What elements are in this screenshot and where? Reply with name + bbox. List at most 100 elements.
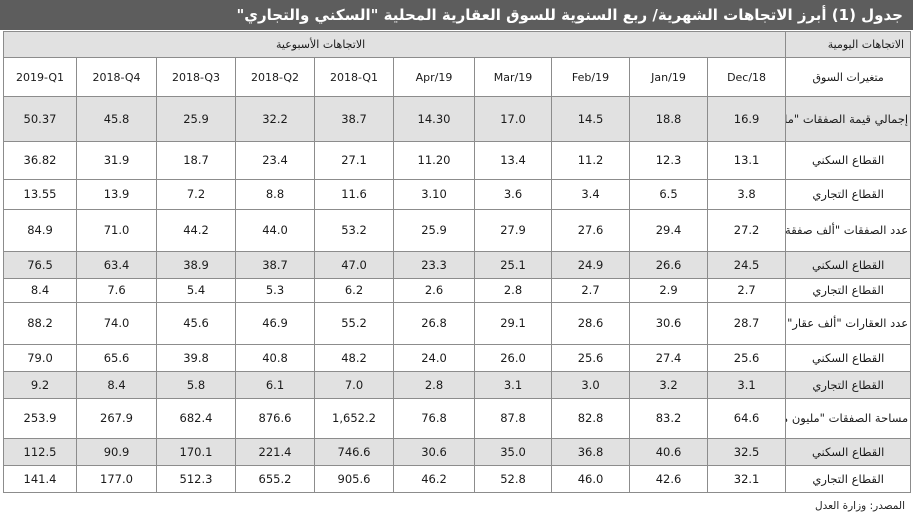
header-row-columns: 2019-Q1 2018-Q4 2018-Q3 2018-Q2 2018-Q1 … [3,57,912,97]
market-trends-table: الاتجاهات الأسبوعية الاتجاهات اليومية 20… [2,31,912,493]
table-cell: 25.9 [156,96,236,142]
table-cell: 2.8 [393,371,475,399]
table-cell: 27.1 [314,141,394,180]
table-cell: 1,652.2 [314,398,394,439]
table-cell: 87.8 [474,398,552,439]
row-label: القطاع التجاري [785,278,912,303]
table-cell: 18.8 [629,96,708,142]
table-cell: 63.4 [76,251,157,279]
table-cell: 36.82 [3,141,77,180]
table-cell: 3.6 [474,179,552,210]
table-cell: 253.9 [3,398,77,439]
table-cell: 6.1 [235,371,315,399]
column-header: Dec/18 [706,57,787,97]
table-cell: 26.0 [474,344,552,372]
row-label: القطاع السكني [785,344,912,372]
table-cell: 71.0 [76,209,157,252]
table-cell: 76.8 [393,398,475,439]
table-cell: 28.6 [551,302,630,345]
table-cell: 53.2 [314,209,394,252]
table-cell: 74.0 [76,302,157,345]
table-cell: 12.3 [629,141,708,180]
table-cell: 46.2 [393,465,475,493]
row-label: القطاع التجاري [785,465,912,493]
table-row: 112.5 90.9 170.1 221.4 746.6 30.6 35.0 36.8 40.6… [3,438,912,466]
table-cell: 46.0 [551,465,630,493]
table-cell: 24.0 [393,344,475,372]
table-cell: 88.2 [3,302,77,345]
table-cell: 55.2 [314,302,394,345]
table-cell: 46.9 [235,302,315,345]
weekly-trends-label: الاتجاهات الأسبوعية [2,31,787,58]
table-cell: 2.7 [551,278,630,303]
table-cell: 40.6 [629,438,708,466]
table-cell: 7.0 [314,371,394,399]
table-cell: 7.2 [156,179,236,210]
table-cell: 170.1 [156,438,236,466]
table-row: 79.0 65.6 39.8 40.8 48.2 24.0 26.0 25.6 27.4 25.6… [3,344,912,372]
table-cell: 14.5 [551,96,630,142]
table-cell: 39.8 [156,344,236,372]
table-cell: 82.8 [551,398,630,439]
table-cell: 112.5 [3,438,77,466]
table-cell: 64.6 [706,398,787,439]
table-row: 8.4 7.6 5.4 5.3 6.2 2.6 2.8 2.7 2.9 2.7 القطاع الت… [3,278,912,303]
column-header: 2018-Q4 [76,57,157,97]
table-cell: 5.8 [156,371,236,399]
column-header: Apr/19 [393,57,475,97]
table-cell: 13.1 [706,141,787,180]
table-cell: 47.0 [314,251,394,279]
column-header: Jan/19 [629,57,708,97]
table-cell: 27.9 [474,209,552,252]
table-cell: 36.8 [551,438,630,466]
table-cell: 35.0 [474,438,552,466]
table-cell: 3.1 [706,371,787,399]
table-cell: 25.6 [706,344,787,372]
table-cell: 8.4 [76,371,157,399]
table-cell: 6.5 [629,179,708,210]
table-cell: 44.2 [156,209,236,252]
row-label: القطاع التجاري [785,371,912,399]
table-cell: 3.2 [629,371,708,399]
table-cell: 26.6 [629,251,708,279]
table-cell: 90.9 [76,438,157,466]
table-cell: 45.6 [156,302,236,345]
table-cell: 38.9 [156,251,236,279]
table-cell: 42.6 [629,465,708,493]
table-row: 50.37 45.8 25.9 32.2 38.7 14.30 17.0 14.5 18.8 16… [3,96,912,142]
column-header: 2018-Q3 [156,57,236,97]
table-cell: 13.9 [76,179,157,210]
table-cell: 682.4 [156,398,236,439]
table-cell: 3.0 [551,371,630,399]
table-cell: 48.2 [314,344,394,372]
table-cell: 11.20 [393,141,475,180]
table-cell: 29.1 [474,302,552,345]
row-label: عدد العقارات "ألف عقار" [785,302,912,345]
table-cell: 3.1 [474,371,552,399]
table-row: 13.55 13.9 7.2 8.8 11.6 3.10 3.6 3.4 6.5 3.8 القطا… [3,179,912,210]
table-row: 253.9 267.9 682.4 876.6 1,652.2 76.8 87.8 82.8 8… [3,398,912,439]
table-row: 9.2 8.4 5.8 6.1 7.0 2.8 3.1 3.0 3.2 3.1 القطاع الت… [3,371,912,399]
table-cell: 50.37 [3,96,77,142]
table-cell: 31.9 [76,141,157,180]
table-cell: 141.4 [3,465,77,493]
row-label: القطاع السكني [785,438,912,466]
row-label: القطاع السكني [785,251,912,279]
table-cell: 30.6 [629,302,708,345]
table-cell: 23.4 [235,141,315,180]
table-cell: 18.7 [156,141,236,180]
table-cell: 65.6 [76,344,157,372]
table-cell: 27.6 [551,209,630,252]
table-cell: 2.6 [393,278,475,303]
table-row: 84.9 71.0 44.2 44.0 53.2 25.9 27.9 27.6 29.4 27.2… [3,209,912,252]
table-cell: 2.7 [706,278,787,303]
row-label: مساحة الصفقات "مليون متر مربع" [785,398,912,439]
table-cell: 905.6 [314,465,394,493]
table-cell: 23.3 [393,251,475,279]
table-cell: 6.2 [314,278,394,303]
column-header: Mar/19 [474,57,552,97]
table-cell: 83.2 [629,398,708,439]
table-cell: 32.5 [706,438,787,466]
table-cell: 746.6 [314,438,394,466]
